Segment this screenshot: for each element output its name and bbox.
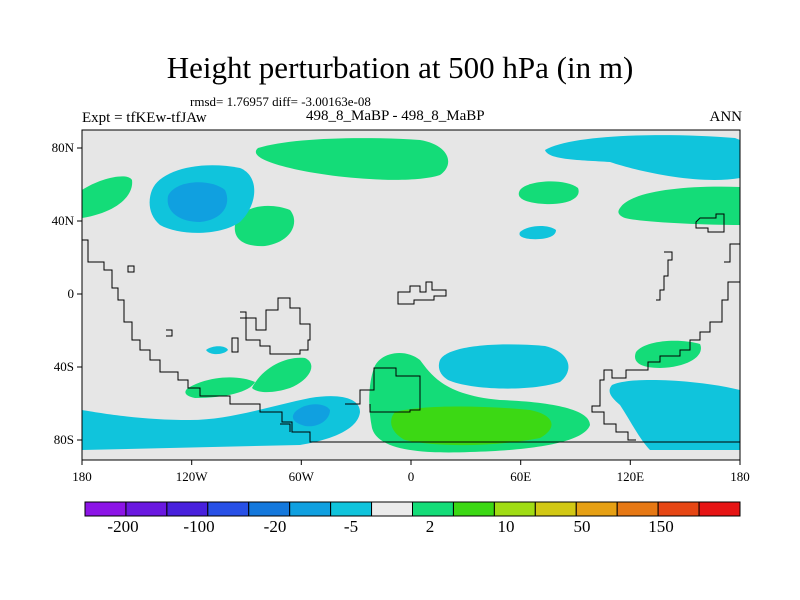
contour-positive-atlantic-edge: [82, 176, 133, 218]
y-tick-label: 40S: [54, 359, 74, 374]
contour-positive-south-pacific: [185, 377, 255, 398]
stats-text: rmsd= 1.76957 diff= -3.00163e-08: [190, 94, 371, 109]
x-tick-label: 180: [72, 469, 92, 484]
colorbar-swatch: [371, 501, 413, 517]
contour-positive-north-pacific: [255, 138, 449, 180]
x-tick-label: 0: [408, 469, 415, 484]
colorbar-swatch: [412, 501, 454, 517]
colorbar-swatch: [616, 501, 659, 517]
colorbar-label: 50: [574, 517, 591, 536]
contour-positive-central-asia: [518, 181, 579, 205]
coastline-north-america-east: [724, 243, 740, 263]
contour-positive-australia: [635, 340, 701, 368]
season-label: ANN: [709, 109, 743, 125]
colorbar-swatch: [493, 501, 536, 517]
coastline-maritime-continent: [245, 297, 311, 355]
coastline-small-island-b: [166, 329, 173, 337]
coastline-australia: [591, 281, 740, 441]
y-tick-label: 80N: [52, 140, 75, 155]
coastline-africa-north-sliver: [397, 281, 447, 305]
coastlines: [82, 213, 740, 443]
colorbar-label: 150: [648, 517, 674, 536]
x-tick-label: 60W: [289, 469, 315, 484]
x-tick-label: 120E: [617, 469, 645, 484]
x-tick-labels: 180 120W 60W 0 60E 120E 180: [72, 469, 750, 484]
x-tick-label: 60E: [510, 469, 531, 484]
contour-positive-south-america: [252, 357, 312, 393]
colorbar-swatch: [248, 501, 291, 517]
colorbar-swatch: [330, 501, 373, 517]
colorbar-label: -200: [107, 517, 138, 536]
colorbar-swatch: [207, 501, 250, 517]
contour-negative-southern-ocean-core: [292, 404, 330, 427]
y-tick-label: 80S: [54, 432, 74, 447]
colorbar-swatch: [84, 501, 127, 517]
colorbar-label: -20: [264, 517, 287, 536]
colorbar-swatch: [452, 501, 495, 517]
colorbar-swatch: [698, 501, 741, 517]
coastline-small-island-c: [127, 265, 135, 273]
contour-fields: [82, 135, 740, 453]
colorbar-swatch: [657, 501, 700, 517]
colorbar-swatch: [166, 501, 209, 517]
contour-negative-east-asia: [519, 226, 556, 240]
contour-negative-north-pacific-west-core: [167, 182, 228, 222]
coastline-small-island-d: [240, 311, 247, 319]
colorbar-labels: -200 -100 -20 -5 2 10 50 150: [107, 517, 673, 536]
y-tick-labels: 80N 40N 0 40S 80S: [52, 140, 75, 447]
coastline-antarctic-peninsula: [345, 367, 421, 413]
colorbar-swatch: [125, 501, 168, 517]
contour-negative-siberia: [545, 135, 740, 180]
coastline-japan-kamchatka: [695, 213, 725, 233]
colorbar-label: 2: [426, 517, 435, 536]
contour-positive-north-pacific-east: [618, 186, 740, 225]
period-label: 498_8_MaBP - 498_8_MaBP: [306, 108, 485, 124]
coastline-small-island-a: [231, 337, 239, 353]
page-title: Height perturbation at 500 hPa (in m): [166, 50, 634, 85]
x-tick-marks: [77, 147, 741, 465]
colorbar-label: -5: [344, 517, 358, 536]
y-tick-label: 0: [68, 286, 75, 301]
colorbar-swatch: [575, 501, 618, 517]
x-tick-label: 180: [730, 469, 750, 484]
contour-strong-positive-core: [391, 406, 552, 446]
colorbar-swatch: [534, 501, 577, 517]
contour-negative-southern-ocean-west: [82, 396, 360, 450]
coastline-asia-east: [656, 251, 673, 301]
y-tick-label: 40N: [52, 213, 75, 228]
colorbar: [84, 501, 741, 517]
coastline-southern-ocean-gap: [280, 423, 291, 432]
contour-positive-north-america: [234, 205, 295, 247]
experiment-label: Expt = tfKEw-tfJAw: [82, 110, 207, 126]
contour-negative-southern-ocean-east: [609, 379, 740, 450]
colorbar-label: 10: [498, 517, 515, 536]
colorbar-label: -100: [183, 517, 214, 536]
x-tick-label: 120W: [176, 469, 209, 484]
colorbar-swatch: [289, 501, 332, 517]
contour-negative-south-atlantic: [206, 346, 228, 355]
contour-negative-indian-ocean-north: [438, 344, 569, 389]
coastline-americas-west: [82, 239, 740, 443]
